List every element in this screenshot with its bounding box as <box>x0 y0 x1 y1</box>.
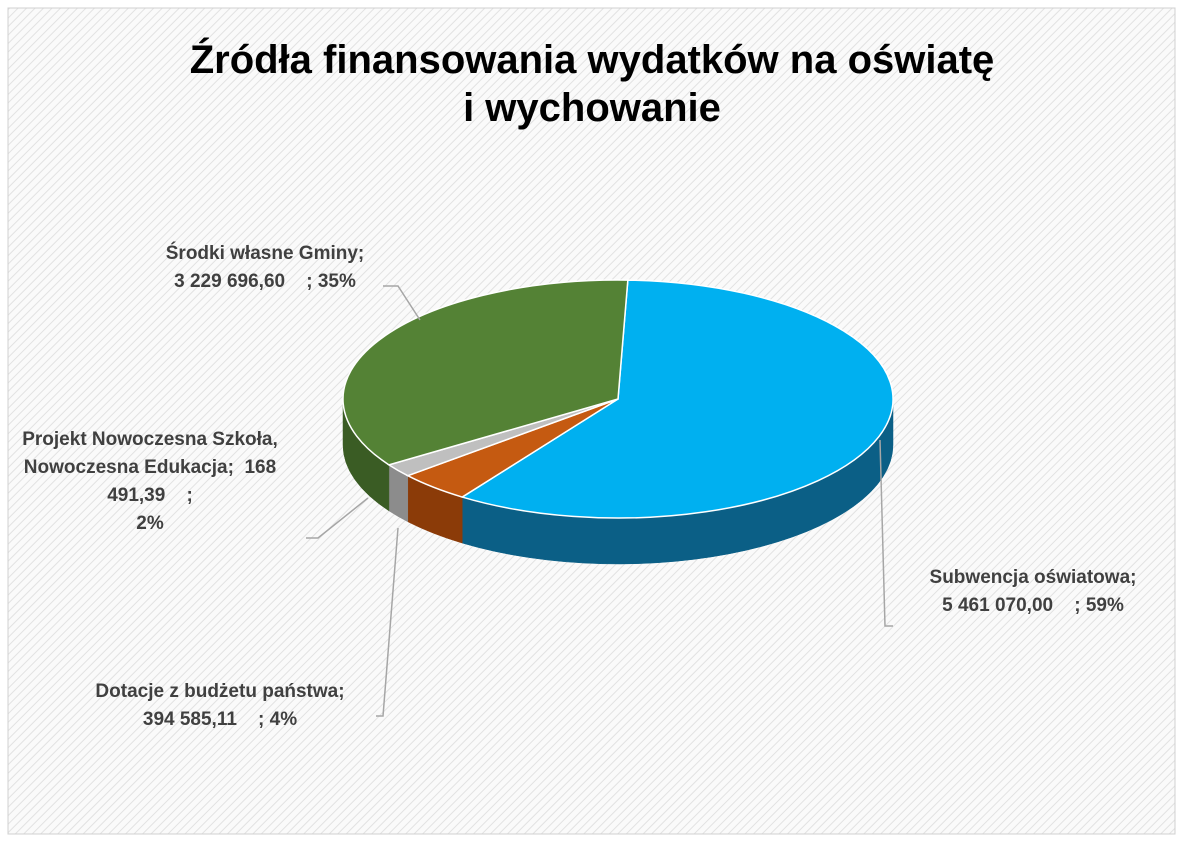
category-name: Środki własne Gminy <box>165 243 358 264</box>
value-label: 394 585,11 <box>142 709 237 730</box>
data-label: Dotacje z budżetu państwa; 394 585,11 ; … <box>40 678 400 734</box>
value-label: 3 229 696,60 <box>174 271 286 292</box>
category-name: Subwencja oświatowa <box>929 567 1131 588</box>
label-separator: ; <box>1130 567 1137 588</box>
label-separator: ; <box>1074 595 1081 616</box>
leader-line <box>306 497 369 539</box>
pie-slice <box>342 279 629 466</box>
category-name: Dotacje z budżetu państwa <box>95 681 339 702</box>
leader-line <box>376 527 399 717</box>
category-name: Projekt Nowoczesna Szkoła, Nowoczesna Ed… <box>22 429 284 478</box>
percent-label: 59% <box>1085 595 1124 616</box>
label-separator: ; <box>258 709 265 730</box>
label-separator: ; <box>338 681 345 702</box>
pie-slice <box>460 279 894 519</box>
leader-line <box>383 285 421 321</box>
percent-label: 35% <box>317 271 356 292</box>
data-label: Środki własne Gminy; 3 229 696,60 ; 35% <box>110 240 420 296</box>
percent-label: 4% <box>269 709 298 730</box>
value-label: 5 461 070,00 <box>942 595 1054 616</box>
chart-title: i wychowanie <box>463 86 721 130</box>
data-label: Subwencja oświatowa; 5 461 070,00 ; 59% <box>888 564 1178 620</box>
leader-line <box>879 439 893 627</box>
percent-label: 2% <box>136 513 164 534</box>
label-separator: ; <box>186 485 193 506</box>
label-separator: ; <box>306 271 313 292</box>
value-label: 168 491,39 <box>107 457 282 506</box>
data-label: Projekt Nowoczesna Szkoła, Nowoczesna Ed… <box>10 426 290 538</box>
label-separator: ; <box>227 457 234 478</box>
chart-title: Źródła finansowania wydatków na oświatę <box>189 38 995 82</box>
label-separator: ; <box>357 243 365 264</box>
